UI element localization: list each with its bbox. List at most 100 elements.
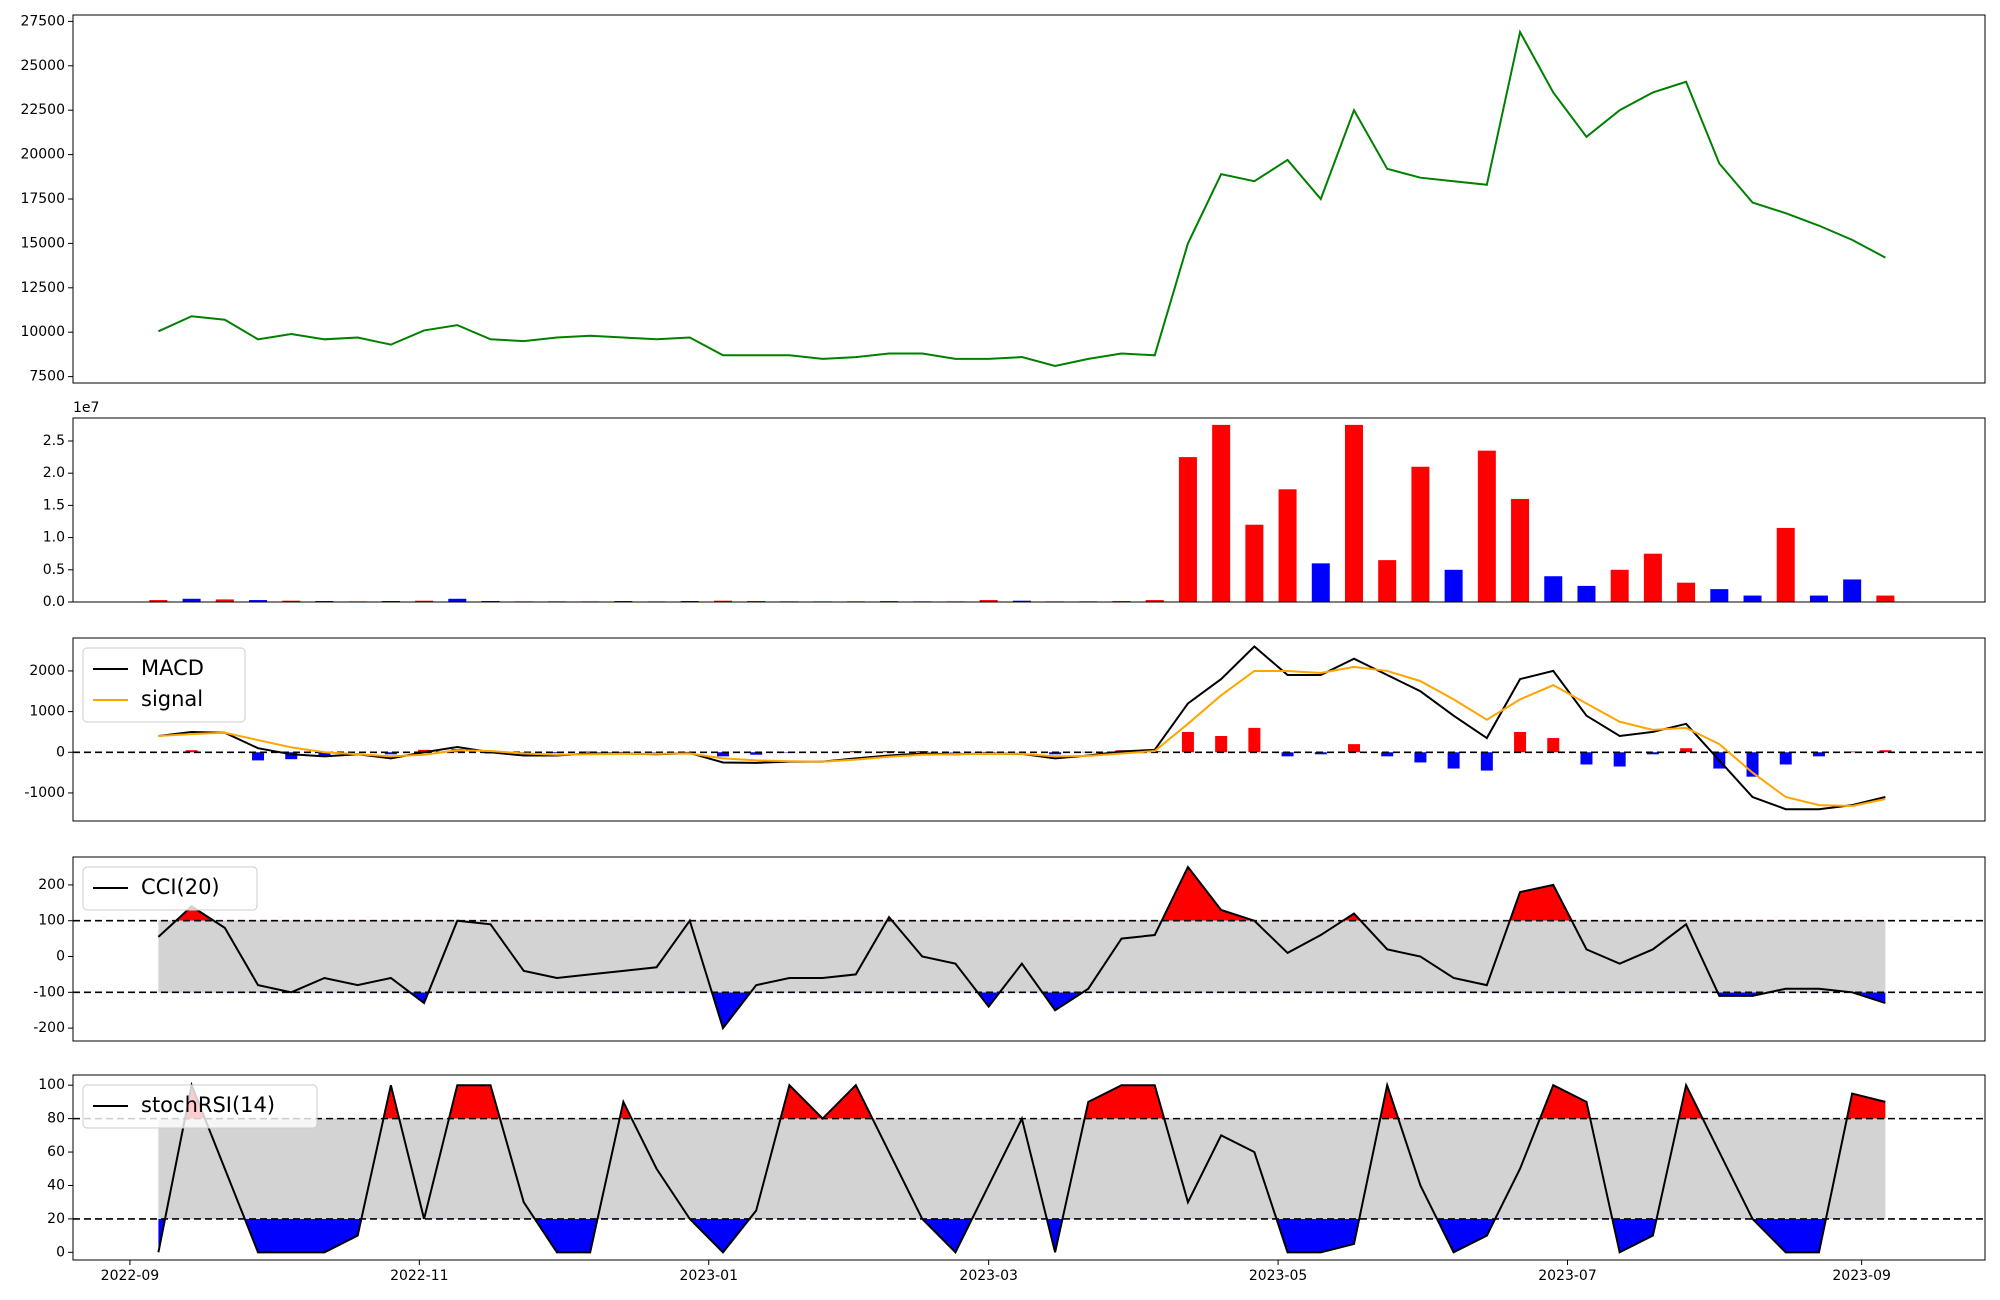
bar [1876,595,1895,602]
histogram-bar [1447,752,1460,769]
x-tick-label: 2023-05 [1249,1268,1308,1284]
panel-frame [72,417,1986,603]
neutral-band [158,920,1886,993]
histogram-bar [1646,752,1659,755]
y-tick-label: -200 [33,1020,65,1036]
histogram-bar [252,752,265,761]
legend-label: CCI(20) [141,875,220,899]
y-tick-label: 22500 [20,102,65,118]
y-tick-label: -100 [33,984,65,1000]
histogram-bar [1480,752,1493,771]
legend: MACD signal [82,647,246,723]
histogram-bar [1680,748,1693,753]
y-tick-label: 2.5 [43,433,65,449]
x-tick-label: 2023-03 [959,1268,1018,1284]
bar [448,598,467,602]
bar [1610,569,1629,602]
x-tick-label: 2023-07 [1538,1268,1597,1284]
bar [1378,560,1397,602]
offset-label: 1e7 [73,400,99,416]
histogram-bar [285,752,298,760]
x-tick-label: 2023-09 [1832,1268,1891,1284]
bar [1411,466,1430,602]
plot-area [73,1081,1985,1255]
legend-label: MACD [141,656,204,680]
bar [713,600,732,602]
bar [1444,569,1463,602]
plot-area [157,29,1886,367]
y-tick-label: 27500 [20,13,65,29]
panel-frame [72,1074,1986,1261]
line [157,1081,1886,1255]
y-tick-label: 1.5 [43,497,65,513]
histogram-bar [1049,752,1062,755]
y-tick-label: 15000 [20,235,65,251]
y-tick-label: 0 [56,949,65,965]
legend: stochRSI(14) [82,1084,318,1129]
panel: -1000 0 1000 2000 MACD signal [24,637,1986,822]
bar [215,599,234,602]
histogram-bar [1414,752,1427,763]
line [157,865,1886,1031]
y-tick-label: 10000 [20,324,65,340]
bar [249,600,268,602]
y-tick-label: 0.0 [43,594,65,610]
legend-label: signal [141,687,203,711]
panel: 7500 10000 12500 15000 17500 20000 22500 25000 2… [20,13,1986,385]
bar [1511,498,1530,602]
legend-box [82,866,258,911]
line [158,645,1886,811]
histogram-bar [1613,752,1626,767]
bar [1145,600,1164,602]
bar [1311,563,1330,602]
plot-area [73,865,1985,1031]
line [158,665,1886,807]
plot-area [73,645,1985,811]
y-tick-label: 0.5 [43,562,65,578]
bar [1743,595,1762,602]
bar [979,600,998,602]
y-tick-label: 200 [38,877,65,893]
x-tick-label: 2022-11 [390,1268,449,1284]
bar [1012,600,1031,602]
histogram-bar [384,752,397,755]
y-tick-label: 100 [38,1077,65,1093]
y-tick-label: 17500 [20,191,65,207]
histogram-bar [1514,731,1527,753]
histogram-bar [1215,736,1228,753]
panel-frame [72,637,1986,822]
bar [1776,527,1795,602]
bar [1577,585,1596,602]
histogram-bar [1314,752,1327,755]
bar [1843,579,1862,602]
histogram-bar [716,752,729,757]
y-tick-label: 100 [38,913,65,929]
bar [1710,589,1729,602]
bar [1643,553,1662,602]
y-tick-label: 7500 [29,369,65,385]
bar [1344,424,1363,602]
panel: -200 -100 0 100 200 CCI(20) [33,856,1986,1042]
histogram-bar [1846,751,1859,753]
y-tick-label: 2.0 [43,465,65,481]
bar [282,600,301,602]
x-tick-label: 2023-01 [680,1268,739,1284]
bar [1212,424,1231,602]
y-tick-label: 60 [47,1144,65,1160]
y-tick-label: 40 [47,1177,65,1193]
neutral-band [158,1118,1886,1219]
panel-frame [72,14,1986,384]
histogram-bar [185,750,198,753]
panel: 0 20 40 60 80 100 2022-09 2022-11 2023-01 2023-03… [38,1074,1986,1284]
bar [1178,457,1197,602]
y-tick-label: -1000 [24,785,65,801]
bar [415,600,434,602]
oversold-fill [158,1218,1886,1253]
histogram-bar [1281,752,1294,757]
y-tick-label: 20000 [20,147,65,163]
histogram-bar [1347,744,1360,753]
bar [1278,489,1297,602]
histogram-bar [1547,738,1560,753]
histogram-bar [750,752,763,755]
y-tick-label: 25000 [20,58,65,74]
